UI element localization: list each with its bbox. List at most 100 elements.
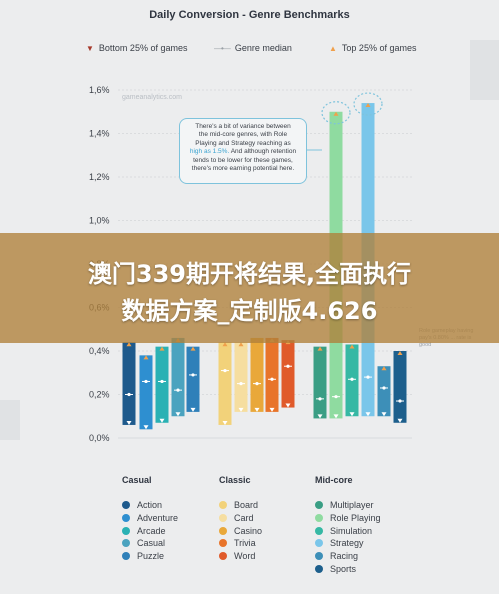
genre-legend-item: Racing xyxy=(315,551,358,561)
median-marker xyxy=(144,379,148,384)
bottom-marker xyxy=(349,412,355,417)
genre-label: Arcade xyxy=(137,525,166,536)
watermark-text: gameanalytics.com xyxy=(122,94,182,101)
genre-label: Strategy xyxy=(330,538,364,549)
genre-label: Puzzle xyxy=(137,551,165,562)
legend-median-label: Genre median xyxy=(234,43,292,53)
group-title: Mid-core xyxy=(315,475,353,485)
triangle-up-icon: ▲ xyxy=(329,44,337,53)
median-marker xyxy=(270,377,274,381)
top-marker xyxy=(222,342,228,347)
color-dot-icon xyxy=(219,513,227,522)
callout-line: There's a bit of variance between xyxy=(195,123,291,130)
genre-label: Sports xyxy=(330,564,357,574)
bottom-marker xyxy=(317,414,323,419)
group-title: Casual xyxy=(122,475,152,485)
median-marker xyxy=(318,397,322,401)
genre-legend-item: Adventure xyxy=(122,513,178,523)
bottom-marker xyxy=(126,420,132,425)
callout-line: the mid-core genres, with Role xyxy=(198,131,288,139)
top-marker xyxy=(349,344,355,349)
genre-label: Card xyxy=(234,512,254,523)
bar-sports xyxy=(393,351,407,423)
color-dot-icon xyxy=(122,552,130,561)
legend-bottom: ▼ Bottom 25% of games xyxy=(86,43,187,53)
median-marker xyxy=(334,395,338,399)
color-dot-icon xyxy=(315,539,323,548)
genre-label: Word xyxy=(234,551,256,562)
legend-bottom-label: Bottom 25% of games xyxy=(98,43,188,53)
top-marker xyxy=(381,366,387,371)
median-marker xyxy=(239,382,243,386)
genre-legend-item: Casual xyxy=(122,538,165,548)
y-tick-label: 1,6% xyxy=(89,85,110,95)
bar-casual xyxy=(171,337,185,417)
color-dot-icon xyxy=(122,539,130,548)
color-dot-icon xyxy=(219,501,227,509)
decorative-block xyxy=(470,40,499,100)
bottom-marker xyxy=(365,412,371,417)
bar-multiplayer xyxy=(313,346,327,419)
y-tick-label: 0,0% xyxy=(89,433,110,443)
bar-adventure xyxy=(139,355,153,430)
decorative-block xyxy=(0,400,20,440)
bottom-marker xyxy=(175,412,181,417)
genre-label: Multiplayer xyxy=(330,500,374,510)
callout-line: there's more earning potential here. xyxy=(191,165,295,173)
annotation-callout: There's a bit of variance between the mi… xyxy=(179,118,307,184)
bottom-marker xyxy=(285,403,291,408)
top-marker xyxy=(126,342,132,347)
bar-board xyxy=(218,342,232,425)
median-marker xyxy=(382,386,386,390)
color-dot-icon xyxy=(315,501,323,509)
genre-legend-item: Board xyxy=(219,500,258,510)
bar-action xyxy=(122,342,136,425)
color-dot-icon xyxy=(122,526,130,535)
legend-top-label: Top 25% of games xyxy=(341,43,417,53)
bottom-marker xyxy=(143,425,149,430)
bar-racing xyxy=(377,366,391,417)
genre-label: Adventure xyxy=(137,512,179,523)
callout-line: And although retention xyxy=(229,148,297,156)
color-dot-icon xyxy=(219,552,227,561)
bottom-marker xyxy=(190,407,196,412)
bottom-marker xyxy=(238,407,244,412)
top-marker xyxy=(365,103,371,108)
bar-casino xyxy=(250,337,264,412)
triangle-down-icon: ▼ xyxy=(86,44,94,53)
genre-legend-item: Card xyxy=(219,513,254,523)
chart-title: Daily Conversion - Genre Benchmarks xyxy=(149,9,350,21)
bar-word xyxy=(281,340,295,408)
median-marker xyxy=(160,379,164,384)
genre-label: Casino xyxy=(234,525,263,536)
genre-label: Trivia xyxy=(234,538,256,549)
highlight-circle xyxy=(353,92,383,116)
median-marker xyxy=(255,382,259,386)
bottom-marker xyxy=(269,407,275,412)
banner-line-2: 数据方案_定制版4.626 xyxy=(121,297,378,325)
bar-trivia xyxy=(265,337,279,412)
y-tick-label: 0,2% xyxy=(89,390,110,400)
color-dot-icon xyxy=(122,513,130,522)
genre-legend-item: Simulation xyxy=(315,526,372,536)
genre-legend-item: Word xyxy=(219,551,255,561)
genre-legend-item: Role Playing xyxy=(315,513,381,523)
callout-line: tends to be lower for these games, xyxy=(193,156,293,164)
genre-label: Action xyxy=(137,500,163,510)
genre-legend-item: Arcade xyxy=(122,526,166,536)
color-dot-icon xyxy=(315,513,323,522)
median-marker xyxy=(223,368,227,373)
top-marker xyxy=(238,342,244,347)
top-marker xyxy=(333,111,339,116)
median-line-icon: —•— xyxy=(214,44,231,53)
legend-median: —•— Genre median xyxy=(214,43,292,53)
genre-legend-item: Trivia xyxy=(219,538,256,548)
y-tick-label: 1,2% xyxy=(89,172,110,182)
overlay-banner xyxy=(0,233,499,343)
group-title: Classic xyxy=(219,475,251,485)
color-dot-icon xyxy=(315,565,323,573)
y-tick-label: 1,4% xyxy=(89,129,110,139)
genre-legend-item: Multiplayer xyxy=(315,500,374,510)
genre-legend-item: Strategy xyxy=(315,538,364,548)
bar-arcade xyxy=(155,346,169,423)
